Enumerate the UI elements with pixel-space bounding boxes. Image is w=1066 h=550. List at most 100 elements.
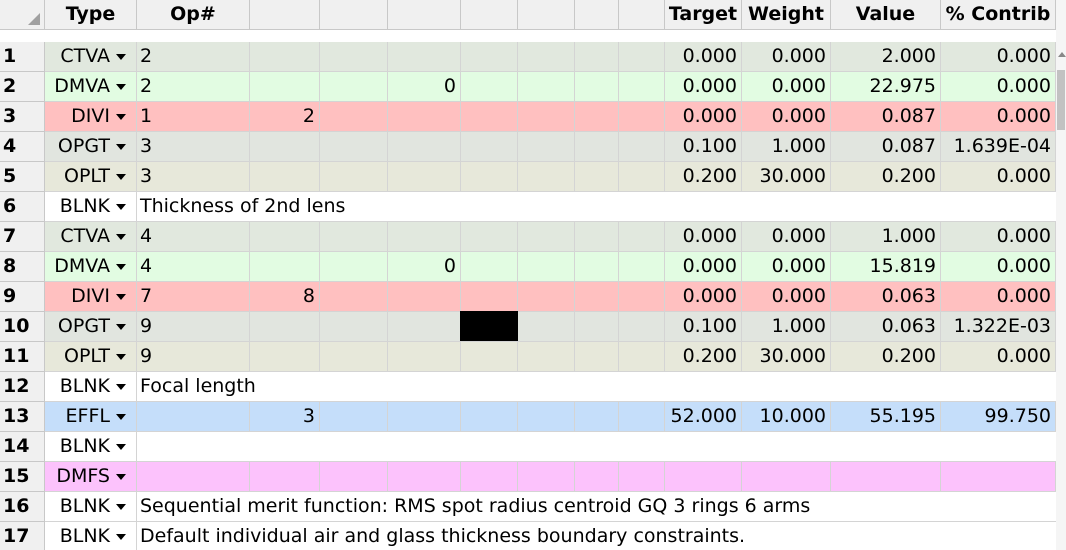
comment-cell[interactable]: Focal length [137,372,1056,402]
dropdown-caret-icon[interactable] [116,443,126,450]
dropdown-caret-icon[interactable] [116,533,126,540]
scroll-up-arrow-icon[interactable] [1058,52,1066,57]
value-cell[interactable]: 15.819 [831,252,941,282]
contrib-cell[interactable]: 0.000 [941,102,1056,132]
param-cell[interactable] [388,342,461,372]
param-cell[interactable] [461,42,518,72]
param-cell[interactable]: 3 [137,132,250,162]
row-number[interactable]: 16 [0,492,45,522]
param-cell[interactable]: 2 [137,42,250,72]
param-cell[interactable] [518,222,575,252]
param-cell[interactable] [320,72,388,102]
type-dropdown[interactable]: BLNK [45,522,137,550]
param-cell[interactable] [518,402,575,432]
param-cell[interactable] [320,402,388,432]
param-cell[interactable] [320,282,388,312]
weight-cell[interactable]: 0.000 [742,282,831,312]
param-cell[interactable] [388,282,461,312]
type-dropdown[interactable]: BLNK [45,492,137,522]
weight-cell[interactable]: 0.000 [742,102,831,132]
target-cell[interactable]: 0.100 [665,132,742,162]
param-cell[interactable]: 9 [137,312,250,342]
value-cell[interactable]: 0.200 [831,342,941,372]
col-header-hx[interactable] [320,0,388,30]
param-cell[interactable] [518,132,575,162]
param-cell[interactable] [461,282,518,312]
contrib-cell[interactable]: 0.000 [941,342,1056,372]
weight-cell[interactable]: 10.000 [742,402,831,432]
param-cell[interactable] [518,462,575,492]
contrib-cell[interactable]: 1.639E-04 [941,132,1056,162]
dropdown-caret-icon[interactable] [116,263,126,270]
contrib-cell[interactable]: 99.750 [941,402,1056,432]
dropdown-caret-icon[interactable] [116,143,126,150]
param-cell[interactable] [320,222,388,252]
type-dropdown[interactable]: OPGT [45,312,137,342]
param-cell[interactable]: 7 [137,282,250,312]
type-dropdown[interactable]: DIVI [45,282,137,312]
row-number[interactable]: 14 [0,432,45,462]
param-cell[interactable] [388,462,461,492]
row-number[interactable]: 5 [0,162,45,192]
weight-cell[interactable]: 0.000 [742,72,831,102]
contrib-cell[interactable]: 0.000 [941,42,1056,72]
comment-cell[interactable]: Thickness of 2nd lens [137,192,1056,222]
param-cell[interactable]: 1 [137,102,250,132]
weight-cell[interactable]: 0.000 [742,252,831,282]
param-cell[interactable] [575,42,619,72]
param-cell[interactable] [250,342,320,372]
param-cell[interactable] [250,252,320,282]
type-dropdown[interactable]: BLNK [45,372,137,402]
contrib-cell[interactable]: 0.000 [941,282,1056,312]
value-cell[interactable]: 2.000 [831,42,941,72]
contrib-cell[interactable]: 0.000 [941,252,1056,282]
param-cell[interactable]: 4 [137,252,250,282]
param-cell[interactable] [388,312,461,342]
param-cell[interactable] [461,162,518,192]
param-cell[interactable] [320,312,388,342]
param-cell[interactable] [575,402,619,432]
row-number[interactable]: 3 [0,102,45,132]
dropdown-caret-icon[interactable] [116,53,126,60]
param-cell[interactable] [388,402,461,432]
param-cell[interactable] [619,132,665,162]
param-cell[interactable] [619,162,665,192]
type-dropdown[interactable]: EFFL [45,402,137,432]
param-cell[interactable]: 8 [250,282,320,312]
param-cell[interactable]: 3 [137,162,250,192]
vertical-scrollbar[interactable] [1056,0,1066,550]
type-dropdown[interactable]: CTVA [45,42,137,72]
param-cell[interactable] [250,72,320,102]
row-number[interactable]: 10 [0,312,45,342]
param-cell[interactable] [619,102,665,132]
param-cell[interactable] [250,312,320,342]
param-cell[interactable] [250,132,320,162]
target-cell[interactable]: 0.000 [665,222,742,252]
row-number[interactable]: 7 [0,222,45,252]
param-cell[interactable] [388,102,461,132]
value-cell[interactable]: 22.975 [831,72,941,102]
param-cell[interactable] [250,462,320,492]
param-cell[interactable] [461,462,518,492]
target-cell[interactable]: 0.000 [665,252,742,282]
param-cell[interactable] [320,102,388,132]
param-cell[interactable]: 2 [250,102,320,132]
dropdown-caret-icon[interactable] [116,503,126,510]
col-header-weight[interactable]: Weight [742,0,831,30]
weight-cell[interactable]: 0.000 [742,42,831,72]
param-cell[interactable] [619,282,665,312]
param-cell[interactable] [461,72,518,102]
weight-cell[interactable]: 30.000 [742,162,831,192]
param-cell[interactable] [250,162,320,192]
param-cell[interactable] [461,252,518,282]
param-cell[interactable] [575,252,619,282]
param-cell[interactable] [575,312,619,342]
type-dropdown[interactable]: OPGT [45,132,137,162]
value-cell[interactable]: 0.087 [831,132,941,162]
param-cell[interactable] [575,282,619,312]
row-number[interactable]: 6 [0,192,45,222]
param-cell[interactable] [388,42,461,72]
row-number[interactable]: 9 [0,282,45,312]
param-cell[interactable] [619,42,665,72]
target-cell[interactable]: 0.000 [665,282,742,312]
